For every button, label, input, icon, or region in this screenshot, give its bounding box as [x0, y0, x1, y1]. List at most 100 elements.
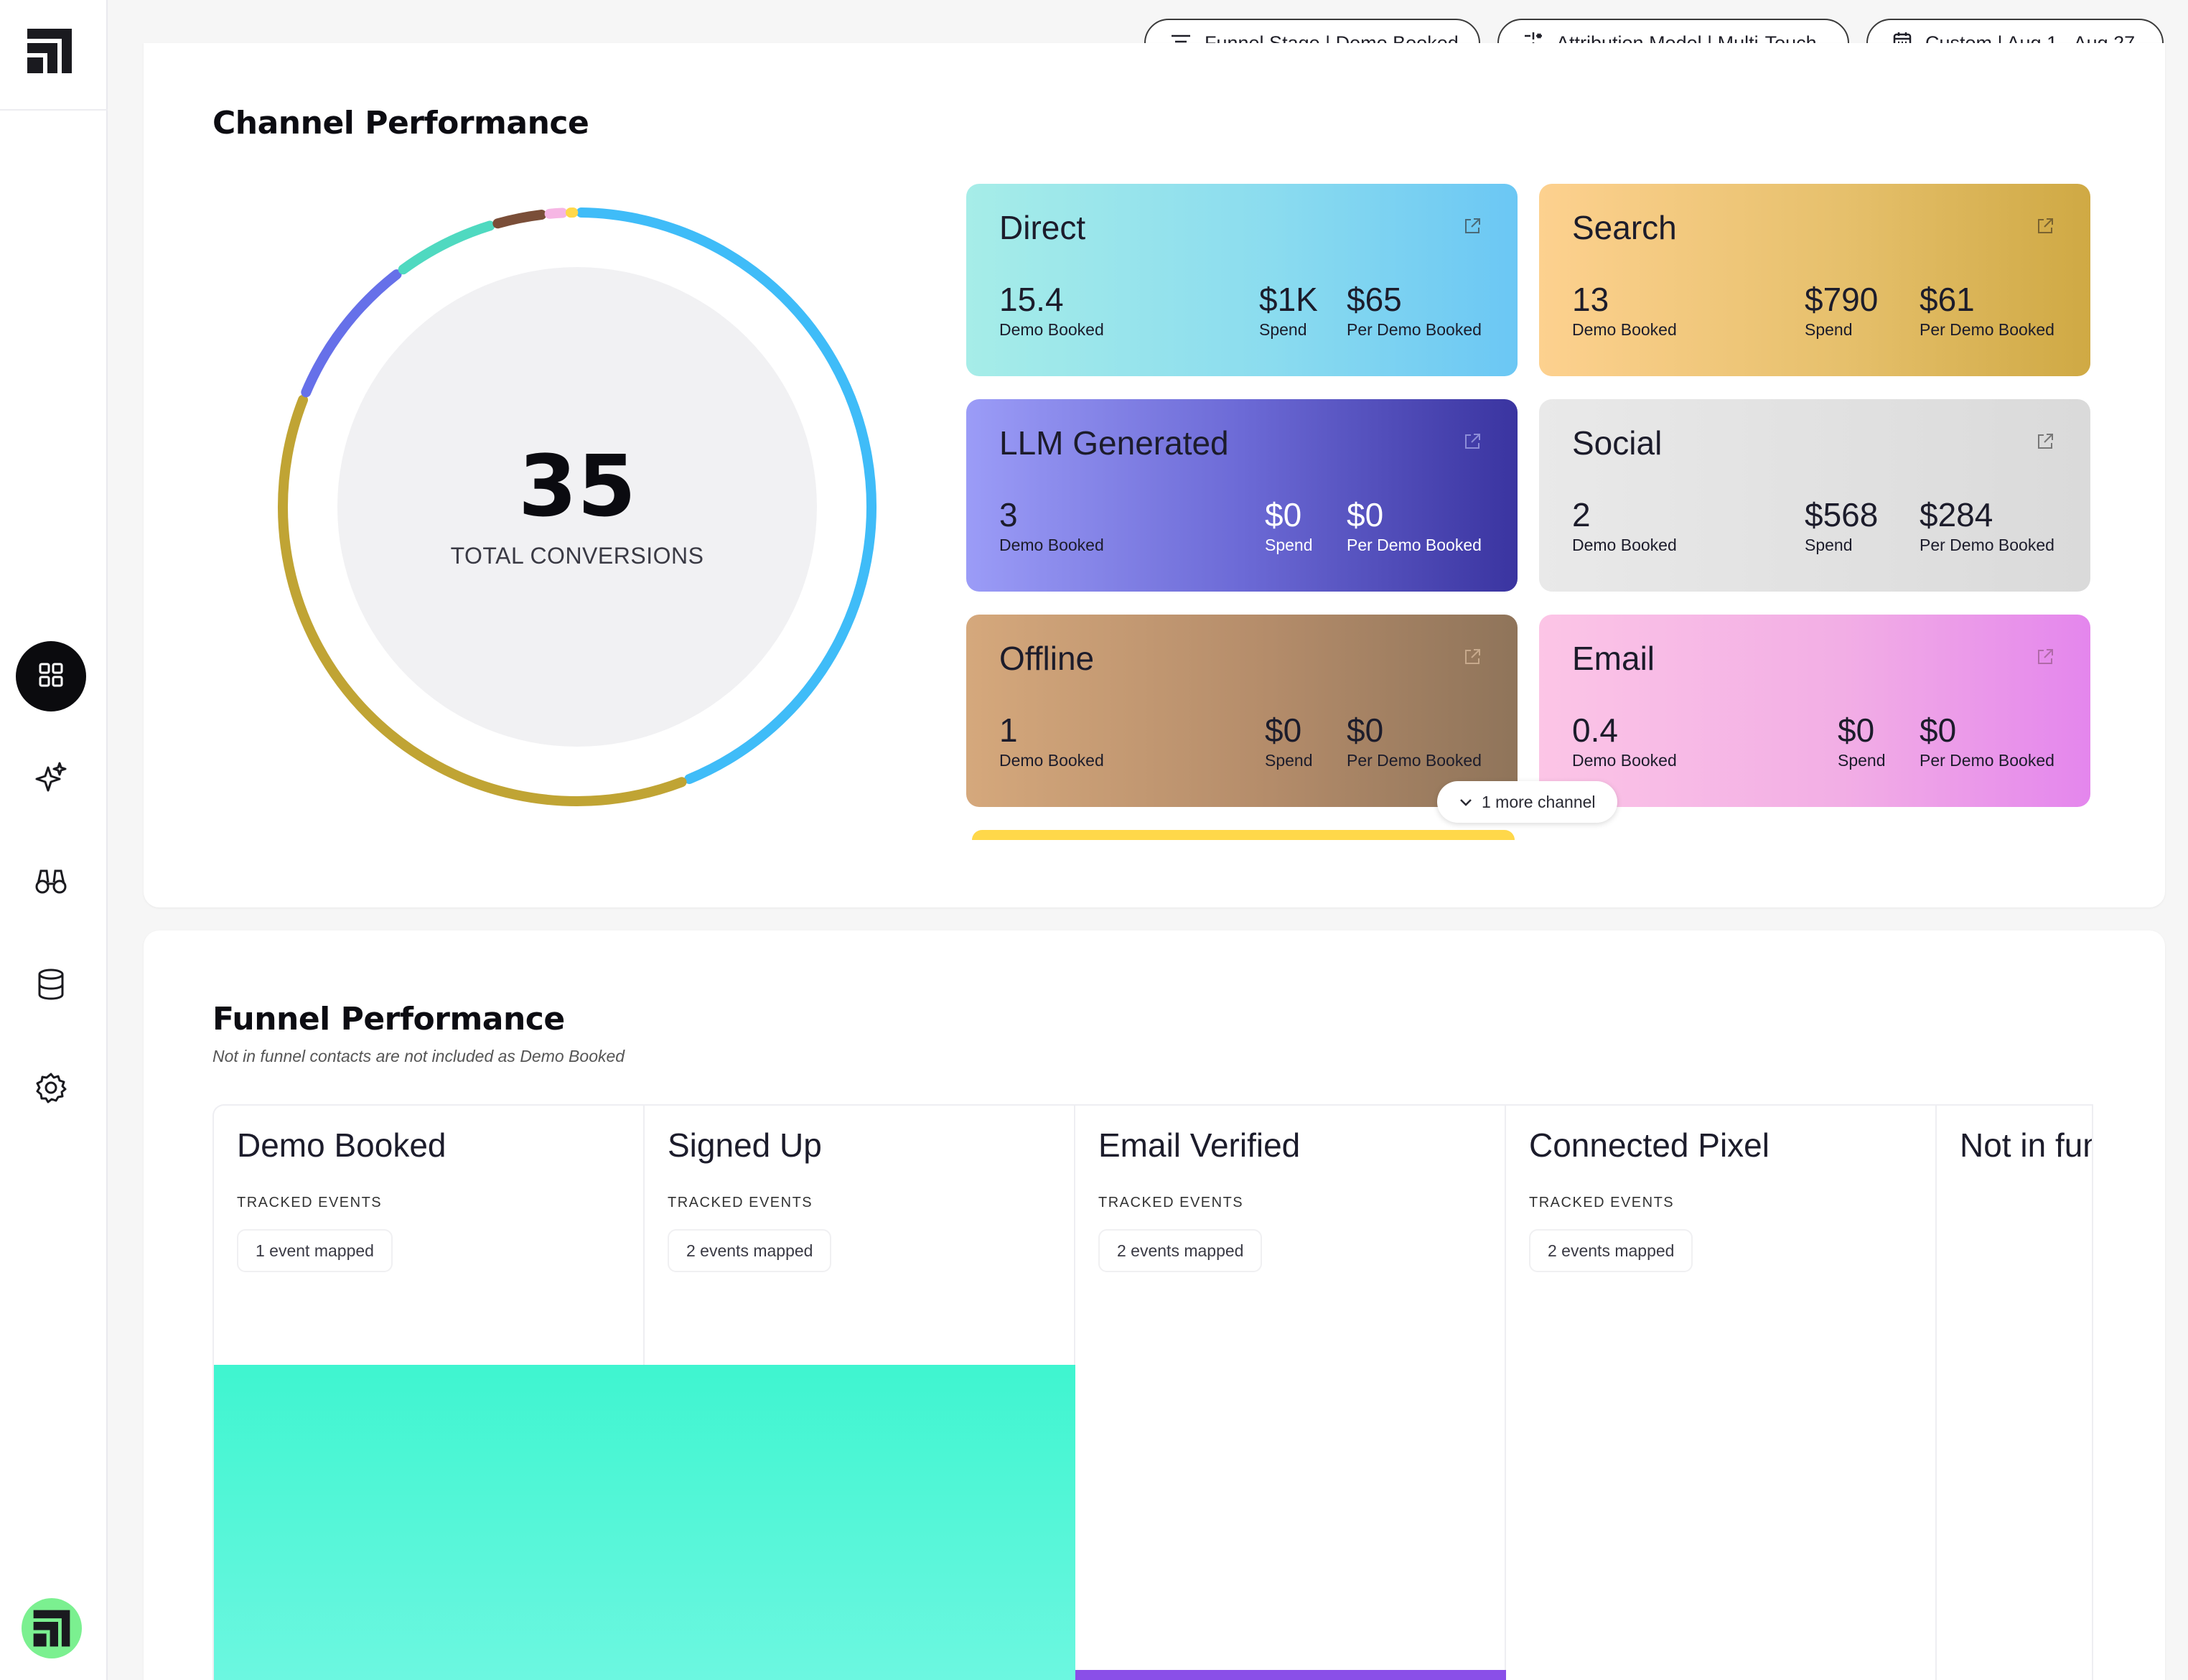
- channel-cost-per: $0: [1347, 711, 1384, 749]
- events-mapped-chip[interactable]: 2 events mapped: [1098, 1229, 1263, 1272]
- external-link-icon[interactable]: [1463, 217, 1482, 239]
- sidebar: [0, 0, 108, 1680]
- channel-cost-per: $0: [1347, 496, 1384, 533]
- channel-conversions-label: Demo Booked: [1572, 536, 1677, 554]
- gear-icon: [35, 1072, 67, 1107]
- channel-cost-per-label: Per Demo Booked: [1920, 751, 2054, 770]
- channel-cost-per: $0: [1920, 711, 1957, 749]
- channel-cost-per: $65: [1347, 281, 1402, 318]
- sidebar-divider: [0, 109, 108, 111]
- user-avatar[interactable]: [22, 1598, 82, 1658]
- channel-spend: $0: [1265, 711, 1302, 749]
- tracked-events-label: TRACKED EVENTS: [1098, 1195, 1244, 1210]
- total-conversions-value: 35: [518, 437, 637, 536]
- donut-segment-offline[interactable]: [492, 210, 547, 229]
- events-mapped-chip[interactable]: 2 events mapped: [1529, 1229, 1693, 1272]
- channel-name: Offline: [999, 640, 1095, 677]
- chevron-down-icon: [1459, 793, 1482, 812]
- tracked-events-label: TRACKED EVENTS: [668, 1195, 813, 1210]
- stage-bar: [645, 1365, 1075, 1680]
- channel-cost-per-label: Per Demo Booked: [1920, 536, 2054, 554]
- channel-card-social[interactable]: Social 2 Demo Booked $568 Spend $284 Per…: [1539, 399, 2090, 592]
- database-icon: [37, 969, 65, 1004]
- donut-segment-social[interactable]: [398, 220, 495, 275]
- sparkles-icon: [34, 760, 68, 798]
- nav-settings[interactable]: [16, 1054, 86, 1124]
- channel-performance-title: Channel Performance: [212, 105, 589, 141]
- channel-name: Search: [1572, 209, 1677, 246]
- channel-cost-per-label: Per Demo Booked: [1347, 320, 1482, 339]
- funnel-performance-subtitle: Not in funnel contacts are not included …: [212, 1047, 625, 1065]
- channel-card-search[interactable]: Search 13 Demo Booked $790 Spend $61 Per…: [1539, 184, 2090, 376]
- funnel-stage-email-verified[interactable]: Email Verified TRACKED EVENTS 2 events m…: [1075, 1106, 1506, 1680]
- channel-cost-per-label: Per Demo Booked: [1347, 751, 1482, 770]
- funnel-stage-demo-booked[interactable]: Demo Booked TRACKED EVENTS 1 event mappe…: [214, 1106, 645, 1680]
- channel-spend: $0: [1838, 711, 1875, 749]
- channel-name: Direct: [999, 209, 1086, 246]
- donut-segment-search[interactable]: [278, 394, 687, 806]
- channel-spend: $1K: [1259, 281, 1318, 318]
- channel-conversions: 0.4: [1572, 711, 1618, 749]
- external-link-icon[interactable]: [1463, 432, 1482, 454]
- conversions-donut-chart: [278, 207, 876, 806]
- external-link-icon[interactable]: [2036, 432, 2054, 454]
- channel-conversions: 3: [999, 496, 1018, 533]
- channel-spend-label: Spend: [1265, 536, 1313, 554]
- donut-segment-direct[interactable]: [576, 207, 876, 785]
- channel-card-direct[interactable]: Direct 15.4 Demo Booked $1K Spend $65 Pe…: [966, 184, 1518, 376]
- stage-name: Signed Up: [668, 1126, 822, 1164]
- channel-spend: $0: [1265, 496, 1302, 533]
- channel-cost-per: $61: [1920, 281, 1975, 318]
- external-link-icon[interactable]: [2036, 217, 2054, 239]
- hidden-channel-card-peek[interactable]: [972, 830, 1515, 840]
- tracked-events-label: TRACKED EVENTS: [237, 1195, 383, 1210]
- channel-card-offline[interactable]: Offline 1 Demo Booked $0 Spend $0 Per De…: [966, 615, 1518, 807]
- events-mapped-chip[interactable]: 2 events mapped: [668, 1229, 832, 1272]
- donut-segment-llm-generated[interactable]: [301, 269, 402, 398]
- channel-spend-label: Spend: [1805, 320, 1853, 339]
- channel-cost-per: $284: [1920, 496, 1993, 533]
- stage-bar: [1075, 1670, 1506, 1680]
- channel-cost-per-label: Per Demo Booked: [1347, 536, 1482, 554]
- channel-card-email[interactable]: Email 0.4 Demo Booked $0 Spend $0 Per De…: [1539, 615, 2090, 807]
- tracked-events-label: TRACKED EVENTS: [1529, 1195, 1675, 1210]
- events-mapped-chip[interactable]: 1 event mapped: [237, 1229, 393, 1272]
- channel-conversions-label: Demo Booked: [1572, 751, 1677, 770]
- channel-conversions-label: Demo Booked: [999, 751, 1104, 770]
- binoculars-icon: [34, 867, 67, 899]
- stage-name: Email Verified: [1098, 1126, 1301, 1164]
- channel-name: Social: [1572, 424, 1663, 462]
- more-channels-toggle[interactable]: 1 more channel: [1437, 781, 1617, 823]
- channel-cost-per-label: Per Demo Booked: [1920, 320, 2054, 339]
- nav-data-sources[interactable]: [16, 951, 86, 1021]
- channel-conversions-label: Demo Booked: [1572, 320, 1677, 339]
- funnel-stages: Demo Booked TRACKED EVENTS 1 event mappe…: [212, 1104, 2093, 1680]
- channel-name: LLM Generated: [999, 424, 1229, 462]
- channel-conversions: 13: [1572, 281, 1609, 318]
- funnel-stage-signed-up[interactable]: Signed Up TRACKED EVENTS 2 events mapped: [645, 1106, 1075, 1680]
- channel-card-llm-generated[interactable]: LLM Generated 3 Demo Booked $0 Spend $0 …: [966, 399, 1518, 592]
- donut-center: [337, 267, 817, 747]
- nav-dashboard[interactable]: [16, 641, 86, 711]
- channel-conversions: 2: [1572, 496, 1591, 533]
- nav-ai-insights[interactable]: [16, 744, 86, 814]
- channel-name: Email: [1572, 640, 1655, 677]
- total-conversions-label: TOTAL CONVERSIONS: [450, 543, 704, 569]
- funnel-stage-connected-pixel[interactable]: Connected Pixel TRACKED EVENTS 2 events …: [1506, 1106, 1937, 1680]
- external-link-icon[interactable]: [2036, 648, 2054, 670]
- stage-name: Not in funnel: [1960, 1126, 2092, 1164]
- channel-spend: $568: [1805, 496, 1879, 533]
- stage-name: Connected Pixel: [1529, 1126, 1769, 1164]
- nav-explore[interactable]: [16, 847, 86, 918]
- funnel-performance-title: Funnel Performance: [212, 1001, 565, 1037]
- stage-bar: [214, 1365, 645, 1680]
- channel-conversions: 15.4: [999, 281, 1064, 318]
- channel-spend-label: Spend: [1838, 751, 1886, 770]
- dashboard-grid-icon: [38, 662, 64, 691]
- funnel-stage-not-in-funnel[interactable]: Not in funnel: [1937, 1106, 2092, 1680]
- external-link-icon[interactable]: [1463, 648, 1482, 670]
- donut-segment-email[interactable]: [544, 207, 568, 219]
- channel-conversions: 1: [999, 711, 1018, 749]
- brand-logo[interactable]: [26, 27, 73, 75]
- stage-name: Demo Booked: [237, 1126, 447, 1164]
